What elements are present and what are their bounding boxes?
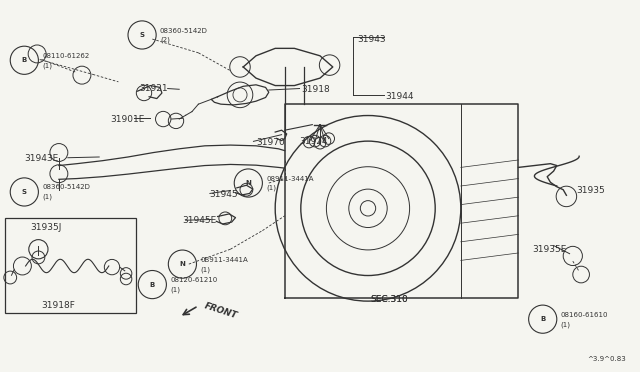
Text: FRONT: FRONT xyxy=(204,302,239,321)
Text: 31918: 31918 xyxy=(301,85,330,94)
Text: B: B xyxy=(150,282,155,288)
Text: 31935J: 31935J xyxy=(31,223,62,232)
Text: 31944: 31944 xyxy=(385,92,414,101)
Text: S: S xyxy=(22,189,27,195)
Text: 31943: 31943 xyxy=(357,35,386,44)
Text: 31921: 31921 xyxy=(140,84,168,93)
Text: N: N xyxy=(245,180,252,186)
Text: S: S xyxy=(140,32,145,38)
Text: (1): (1) xyxy=(266,185,276,192)
Text: (1): (1) xyxy=(561,321,571,328)
Text: 31945E: 31945E xyxy=(182,217,217,225)
Bar xyxy=(5,218,136,313)
Text: (1): (1) xyxy=(42,194,52,201)
Text: 08360-5142D: 08360-5142D xyxy=(160,28,208,33)
Text: 08360-5142D: 08360-5142D xyxy=(42,185,90,190)
Text: 31935: 31935 xyxy=(576,186,605,195)
Text: 31943E: 31943E xyxy=(24,154,59,163)
Text: (1): (1) xyxy=(200,266,211,273)
Text: 31935E: 31935E xyxy=(532,246,567,254)
Text: ^3.9^0.83: ^3.9^0.83 xyxy=(587,356,626,362)
Text: 08110-61262: 08110-61262 xyxy=(42,53,90,59)
Text: 31924: 31924 xyxy=(300,137,328,146)
Text: 31945: 31945 xyxy=(209,190,238,199)
Text: SEC.310: SEC.310 xyxy=(371,295,408,304)
Text: 08120-61210: 08120-61210 xyxy=(170,277,218,283)
Text: 08160-61610: 08160-61610 xyxy=(561,312,608,318)
Text: 31918F: 31918F xyxy=(42,301,76,310)
Text: B: B xyxy=(540,316,545,322)
Text: (1): (1) xyxy=(170,286,180,293)
Text: SEC.310: SEC.310 xyxy=(371,295,408,304)
Text: 0B911-3441A: 0B911-3441A xyxy=(200,257,248,263)
Text: (1): (1) xyxy=(42,62,52,69)
Text: 31901E: 31901E xyxy=(111,115,145,124)
Text: 31970: 31970 xyxy=(256,138,285,147)
Text: B: B xyxy=(22,57,27,63)
Text: N: N xyxy=(179,261,186,267)
Text: 08911-3441A: 08911-3441A xyxy=(266,176,314,182)
Text: (2): (2) xyxy=(160,37,170,44)
